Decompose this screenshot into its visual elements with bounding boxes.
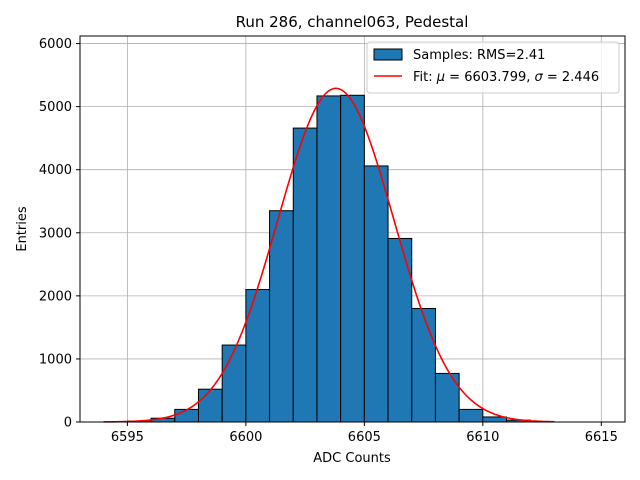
histogram-bar — [197, 388, 223, 423]
chart-title: Run 286, channel063, Pedestal — [236, 13, 469, 31]
legend-label-samples: Samples: RMS=2.41 — [413, 48, 545, 63]
legend-box — [366, 41, 620, 94]
histogram-bar — [434, 372, 460, 423]
x-tick-label: 6615 — [585, 430, 618, 445]
x-tick-label: 6605 — [348, 430, 381, 445]
x-tick-label: 6610 — [466, 430, 499, 445]
y-tick-label: 0 — [64, 416, 72, 431]
histogram-bar — [482, 416, 508, 423]
x-tick-label: 6595 — [111, 430, 144, 445]
legend-fit-mu-symbol: μ — [436, 70, 445, 85]
x-axis-label: ADC Counts — [313, 451, 391, 466]
histogram-bar — [269, 210, 294, 423]
y-tick-label: 5000 — [39, 100, 72, 115]
legend-fit-sigma-symbol: σ — [535, 70, 544, 85]
histogram-bar — [316, 95, 342, 423]
y-axis-ticks: 0 1000 2000 3000 4000 5000 6000 — [39, 37, 80, 431]
x-tick-label: 6600 — [229, 430, 262, 445]
legend-swatch-samples — [373, 48, 403, 61]
histogram-bar — [221, 344, 247, 423]
y-tick-label: 4000 — [39, 163, 72, 178]
histogram-bar — [411, 307, 436, 423]
histogram-bar — [363, 165, 389, 423]
legend-fit-prefix: Fit: — [413, 70, 437, 85]
y-tick-label: 3000 — [39, 226, 72, 241]
y-tick-label: 2000 — [39, 289, 72, 304]
legend-label-fit: Fit: μ = 6603.799, σ = 2.446 — [413, 70, 599, 85]
histogram-bar — [458, 408, 484, 423]
histogram-bar — [245, 289, 271, 423]
histogram-bar — [292, 127, 318, 423]
y-tick-label: 6000 — [39, 37, 72, 52]
gaussian-fit-curve — [103, 87, 554, 423]
x-axis-ticks: 6595 6600 6605 6610 6615 — [111, 422, 618, 445]
legend-fit-mu-value: = 6603.799, — [445, 70, 534, 85]
legend-fit-sigma-value: = 2.446 — [543, 70, 599, 85]
histogram-bar — [174, 408, 199, 423]
legend: Samples: RMS=2.41 Fit: μ = 6603.799, σ =… — [366, 41, 620, 94]
histogram-bar — [340, 94, 365, 423]
plot-frame — [79, 35, 626, 423]
histogram-bars — [103, 94, 555, 423]
y-tick-label: 1000 — [39, 352, 72, 367]
y-axis-label: Entries — [15, 206, 30, 252]
